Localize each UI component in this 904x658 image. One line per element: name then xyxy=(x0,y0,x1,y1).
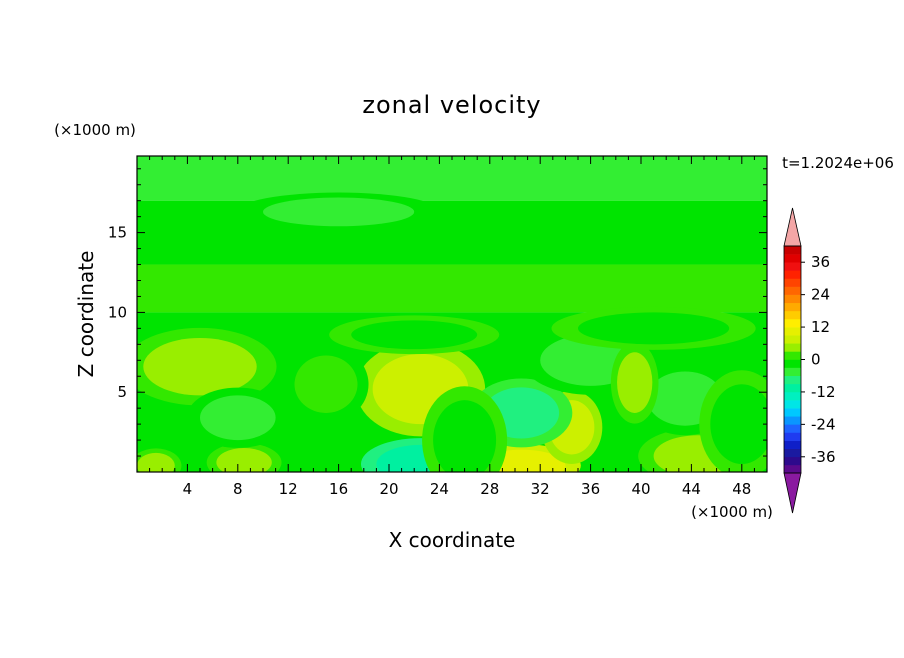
field-band xyxy=(137,264,767,313)
colorbar-segment xyxy=(784,440,801,449)
x-tick-label: 20 xyxy=(379,480,398,498)
field-contour xyxy=(200,395,276,441)
field-contour xyxy=(294,355,358,413)
colorbar-segment xyxy=(784,359,801,368)
field-contour xyxy=(263,197,415,227)
x-tick-label: 36 xyxy=(581,480,600,498)
x-tick-label: 48 xyxy=(732,480,751,498)
field-contour xyxy=(578,312,730,345)
colorbar-segment xyxy=(784,262,801,271)
colorbar-segment xyxy=(784,408,801,417)
colorbar-segment xyxy=(784,278,801,287)
field-contour xyxy=(433,400,497,472)
chart-title: zonal velocity xyxy=(362,91,541,119)
time-label: t=1.2024e+06 xyxy=(782,154,894,172)
colorbar-segment xyxy=(784,391,801,401)
field-contour xyxy=(143,337,257,396)
y-axis-label: Z coordinate xyxy=(74,251,98,378)
x-unit-label: (×1000 m) xyxy=(691,503,773,521)
colorbar-segment xyxy=(784,432,801,441)
colorbar-segment xyxy=(784,400,801,409)
colorbar-segment xyxy=(784,448,801,458)
colorbar-segment xyxy=(784,335,801,344)
colorbar-segment xyxy=(784,302,801,312)
colorbar-tick-label: -12 xyxy=(811,383,836,401)
colorbar-segment xyxy=(784,367,801,377)
colorbar-segment xyxy=(784,294,801,304)
y-tick-label: 15 xyxy=(108,224,127,242)
colorbar-tick-label: 24 xyxy=(811,286,830,304)
colorbar-segment xyxy=(784,375,801,385)
colorbar-segment xyxy=(784,383,801,393)
colorbar-tick-label: 12 xyxy=(811,318,830,336)
colorbar-segment xyxy=(784,327,801,336)
contour-field xyxy=(137,156,767,472)
colorbar-segment xyxy=(784,310,801,320)
colorbar-segment xyxy=(784,416,801,425)
field-contour xyxy=(351,320,478,350)
colorbar-segment xyxy=(784,424,801,433)
x-tick-label: 12 xyxy=(279,480,298,498)
colorbar-tick-label: 36 xyxy=(811,253,830,271)
colorbar-segment xyxy=(784,351,801,360)
field-band xyxy=(137,156,767,201)
field-band xyxy=(137,200,767,265)
x-tick-label: 32 xyxy=(531,480,550,498)
field-contour xyxy=(710,384,767,465)
field-contour xyxy=(137,452,175,472)
y-tick-label: 5 xyxy=(117,383,127,401)
field-contour xyxy=(617,352,653,413)
colorbar-segment xyxy=(784,286,801,295)
colorbar-segment xyxy=(784,456,801,466)
colorbar-segment xyxy=(784,270,801,279)
colorbar-tick-label: -24 xyxy=(811,415,836,433)
colorbar: 36 24 12 0 -12 -24 -36 xyxy=(783,207,836,514)
x-tick-label: 28 xyxy=(480,480,499,498)
x-tick-label: 4 xyxy=(183,480,193,498)
colorbar-segment xyxy=(784,343,801,352)
y-unit-label: (×1000 m) xyxy=(54,121,136,139)
colorbar-segment xyxy=(784,464,801,474)
x-tick-label: 44 xyxy=(682,480,701,498)
y-tick-label: 10 xyxy=(108,303,127,321)
x-axis-label: X coordinate xyxy=(389,528,516,552)
colorbar-segment xyxy=(784,318,801,328)
field-contour xyxy=(216,448,272,472)
colorbar-tick-label: 0 xyxy=(811,351,821,369)
x-tick-label: 8 xyxy=(233,480,243,498)
colorbar-segment xyxy=(784,246,801,255)
x-tick-label: 24 xyxy=(430,480,449,498)
colorbar-tick-label: -36 xyxy=(811,448,836,466)
x-tick-label: 16 xyxy=(329,480,348,498)
colorbar-segment xyxy=(784,254,801,263)
x-tick-label: 40 xyxy=(631,480,650,498)
